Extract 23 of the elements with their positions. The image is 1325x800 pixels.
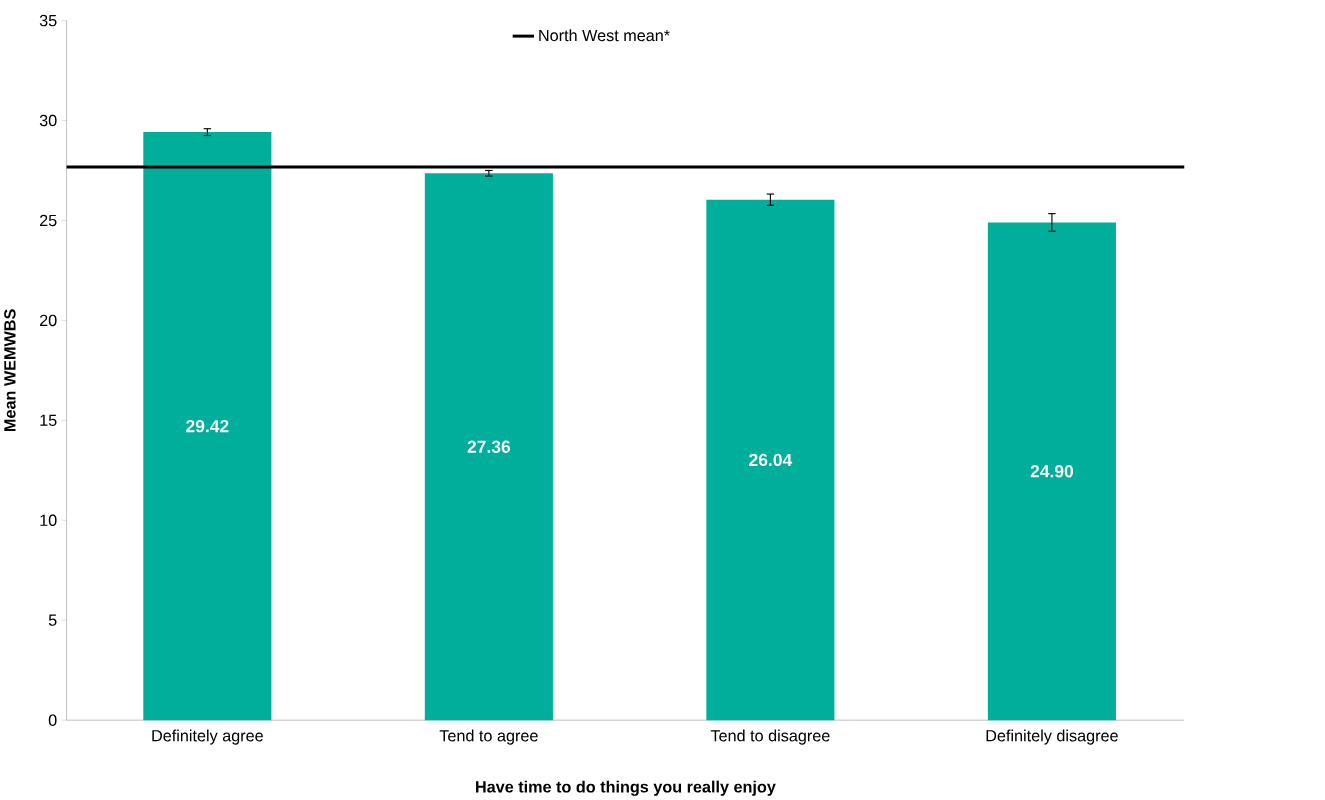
bar [143, 132, 272, 721]
y-tick-label: 30 [39, 114, 57, 127]
bar [987, 222, 1116, 721]
data-label: 26.04 [749, 453, 793, 467]
y-tick-label: 15 [40, 414, 57, 426]
y-tick-label: 25 [39, 214, 57, 227]
data-label: 24.90 [1030, 465, 1074, 478]
legend-label: North West mean* [539, 29, 670, 42]
y-tick-label: 5 [48, 614, 57, 626]
y-tick-label: 0 [48, 714, 57, 726]
y-axis-title: Mean WEMWBS [4, 309, 16, 431]
y-tick-label: 10 [40, 514, 57, 527]
y-tick-label: 20 [39, 314, 57, 327]
bar [424, 173, 553, 721]
data-label: 27.36 [467, 440, 511, 453]
y-tick-label: 35 [39, 14, 57, 27]
x-tick-label: Definitely disagree [986, 729, 1118, 745]
x-tick-label: Tend to agree [439, 729, 538, 745]
x-axis-title: Have time to do things you really enjoy [476, 780, 776, 796]
x-tick-label: Tend to disagree [710, 729, 830, 745]
x-tick-label: Definitely agree [152, 729, 263, 745]
bar [706, 199, 835, 721]
data-label: 29.42 [186, 419, 229, 433]
